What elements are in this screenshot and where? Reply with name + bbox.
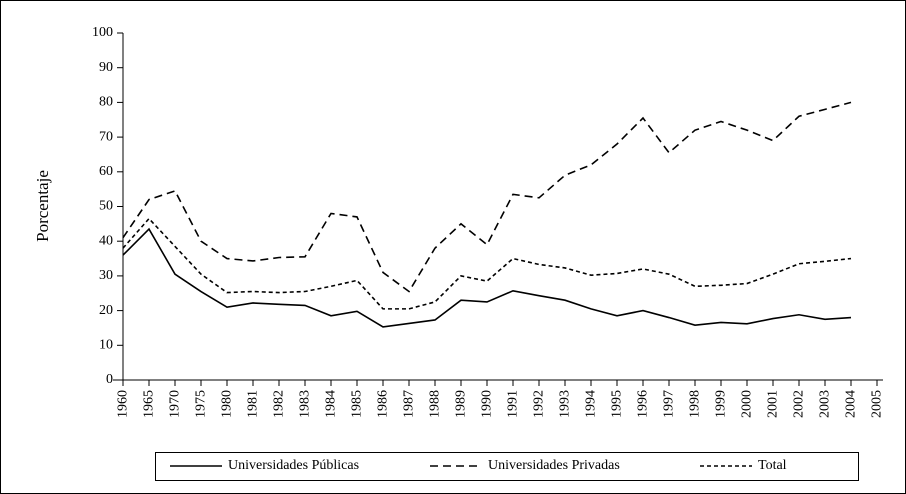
x-tick-label: 1993: [558, 390, 573, 418]
x-tick-label: 2005: [870, 390, 885, 418]
y-tick-label: 50: [99, 199, 113, 214]
x-tick-label: 1985: [350, 390, 365, 418]
x-tick-label: 1995: [610, 390, 625, 418]
legend-box: [155, 452, 859, 481]
x-tick-label: 2001: [766, 390, 781, 418]
y-tick-label: 60: [99, 164, 113, 179]
x-tick-label: 1982: [272, 390, 287, 418]
x-tick-label: 1965: [142, 390, 157, 418]
x-tick-label: 1991: [506, 390, 521, 418]
y-tick-label: 0: [106, 372, 113, 387]
y-tick-label: 20: [99, 303, 113, 318]
x-tick-label: 1998: [688, 390, 703, 418]
series-line: [122, 101, 852, 293]
x-tick-label: 2000: [740, 390, 755, 418]
x-tick-label: 1989: [454, 390, 469, 418]
x-tick-label: 1992: [532, 390, 547, 418]
x-tick-label: 2004: [844, 390, 859, 418]
x-tick-label: 1983: [298, 390, 313, 418]
x-tick-label: 2002: [792, 390, 807, 418]
legend-label: Universidades Públicas: [228, 458, 359, 473]
x-tick-label: 1986: [376, 390, 391, 418]
y-tick-label: 10: [99, 338, 113, 353]
legend-label: Universidades Privadas: [488, 458, 620, 473]
x-tick-label: 1996: [636, 390, 651, 418]
x-tick-label: 1960: [116, 390, 131, 418]
y-axis-label: Porcentaje: [33, 170, 52, 242]
x-tick-label: 1990: [480, 390, 495, 418]
x-tick-label: 2003: [818, 390, 833, 418]
legend-label: Total: [758, 458, 787, 473]
series-line: [122, 217, 852, 310]
y-tick-label: 30: [99, 268, 113, 283]
x-tick-label: 1997: [662, 390, 677, 418]
x-tick-label: 1988: [428, 390, 443, 418]
x-tick-label: 1980: [220, 390, 235, 418]
x-tick-label: 1999: [714, 390, 729, 418]
x-tick-label: 1981: [246, 390, 261, 418]
y-tick-label: 100: [92, 25, 113, 40]
x-tick-label: 1987: [402, 390, 417, 418]
y-tick-label: 90: [99, 60, 113, 75]
x-tick-label: 1970: [168, 390, 183, 418]
x-tick-label: 1994: [584, 390, 599, 418]
series-line: [122, 227, 852, 328]
x-tick-label: 1975: [194, 390, 209, 418]
y-tick-label: 70: [99, 129, 113, 144]
y-tick-label: 80: [99, 95, 113, 110]
y-tick-label: 40: [99, 233, 113, 248]
x-tick-label: 1984: [324, 390, 339, 418]
